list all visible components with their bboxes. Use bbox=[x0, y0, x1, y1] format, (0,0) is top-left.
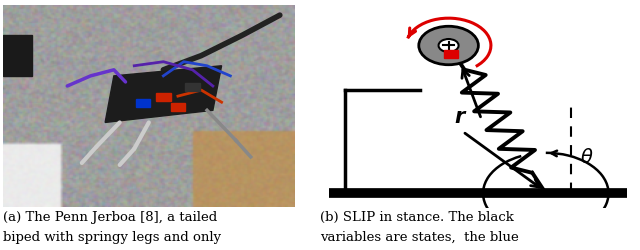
Text: (b) SLIP in stance. The black: (b) SLIP in stance. The black bbox=[320, 211, 514, 224]
Bar bbox=[171, 103, 185, 111]
Bar bbox=[185, 83, 200, 91]
Bar bbox=[3, 35, 33, 76]
Text: biped with springy legs and only: biped with springy legs and only bbox=[3, 231, 221, 244]
Circle shape bbox=[438, 39, 459, 52]
Bar bbox=[136, 99, 150, 107]
Polygon shape bbox=[105, 66, 221, 122]
Text: (a) The Penn Jerboa [8], a tailed: (a) The Penn Jerboa [8], a tailed bbox=[3, 211, 218, 224]
Text: $\theta$: $\theta$ bbox=[580, 148, 594, 167]
Bar bbox=[156, 93, 171, 101]
Text: r: r bbox=[455, 108, 465, 128]
Text: variables are states,  the blue: variables are states, the blue bbox=[320, 231, 519, 244]
Circle shape bbox=[419, 26, 478, 65]
Bar bbox=[444, 50, 458, 58]
